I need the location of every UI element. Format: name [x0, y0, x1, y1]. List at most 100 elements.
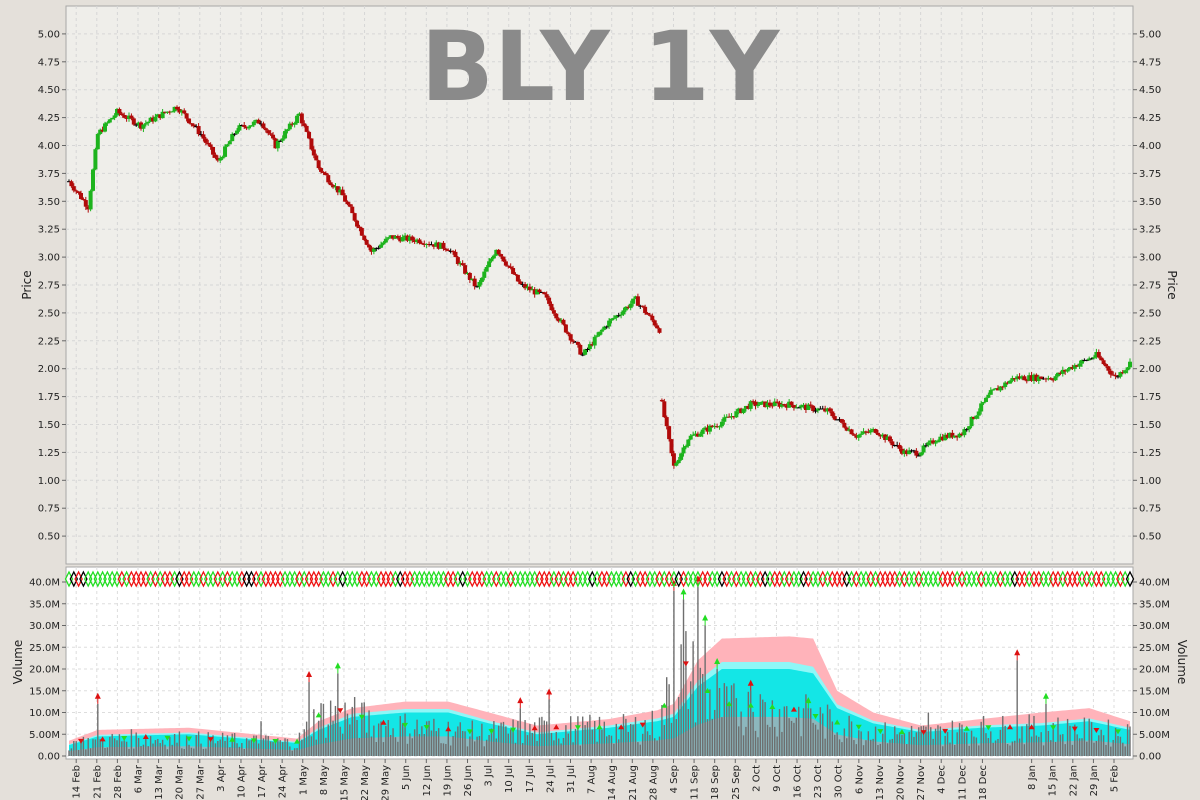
volume-marker [1006, 724, 1013, 730]
candle-body [856, 434, 861, 438]
date-tick-label: 5 Feb [1110, 765, 1121, 792]
candle-body [1096, 352, 1101, 358]
candle-body [395, 236, 400, 238]
candle-body [184, 113, 189, 119]
candle-body [638, 305, 643, 307]
candle-body [796, 407, 801, 409]
date-tick-label: 22 Jan [1068, 765, 1079, 796]
candle-body [477, 281, 482, 287]
volume-marker [488, 729, 495, 735]
volume-marker [358, 714, 365, 720]
candle-body [391, 235, 396, 239]
date-tick-label: 6 Nov [854, 765, 865, 794]
candle-body [607, 320, 612, 327]
date-tick-label: 30 Oct [834, 765, 845, 798]
candle-body [479, 277, 484, 282]
candle-body [837, 419, 842, 421]
candle-body [503, 261, 508, 266]
candle-body [585, 348, 590, 350]
volume-signal-arrow [1042, 692, 1049, 699]
candle-body [779, 404, 784, 407]
candle-body [652, 320, 657, 326]
candle-body [383, 238, 388, 243]
candle-body [127, 115, 132, 119]
candle-body [410, 236, 415, 241]
candle-body [1017, 376, 1022, 379]
candle-body [338, 189, 343, 193]
candle-body [381, 242, 386, 245]
candle-body [866, 431, 871, 433]
candle-body [988, 390, 993, 395]
candle-body [911, 450, 916, 452]
candle-body [196, 126, 201, 135]
date-tick-label: 15 Jan [1048, 765, 1059, 796]
volume-marker [445, 726, 452, 732]
volume-band-lower [69, 716, 1130, 756]
candle-body [167, 111, 172, 113]
volume-axis-left: 0.00 5.00M 10.0M 15.0M 20.0M 25.0M 30.0M 35.0M 4… [29, 578, 66, 763]
price-tick-label: 0.50 [1139, 532, 1161, 543]
candle-body [767, 402, 772, 406]
candle-body [235, 130, 240, 134]
candle-body [969, 416, 974, 427]
volume-marker [531, 725, 538, 731]
candle-body [544, 294, 549, 298]
candle-body [359, 228, 364, 236]
candle-body [482, 271, 487, 278]
candle-body [1048, 378, 1053, 380]
candle-body [844, 427, 849, 431]
candle-body [280, 138, 285, 141]
candle-body [631, 298, 636, 304]
candle-body [227, 141, 232, 145]
candle-body [88, 190, 93, 210]
candle-body [307, 131, 312, 139]
price-tick-label: 1.75 [38, 392, 60, 403]
candle-body [890, 441, 895, 446]
date-tick-label: 9 Oct [772, 765, 783, 792]
date-tick-label: 6 Mar [133, 764, 144, 793]
price-tick-label: 1.00 [1139, 476, 1161, 487]
volume-marker [790, 706, 797, 712]
candle-body [647, 314, 652, 316]
candle-body [1055, 372, 1060, 377]
candle-body [400, 237, 405, 242]
volume-marker [207, 737, 214, 743]
candle-body [220, 156, 225, 159]
candle-body [967, 426, 972, 430]
candle-body [1003, 382, 1008, 387]
date-tick-label: 27 Nov [916, 765, 927, 800]
candle-body [748, 401, 753, 409]
volume-axis-title-left: Volume [11, 640, 25, 685]
candle-body [496, 249, 501, 255]
candle-body [146, 121, 151, 124]
candle-body [700, 429, 705, 434]
volume-marker [920, 730, 927, 736]
candle-body [251, 121, 256, 126]
candle-body [208, 144, 213, 148]
candle-body [839, 419, 844, 423]
candle-body [287, 123, 292, 130]
candle-body [112, 115, 117, 118]
candle-body [933, 442, 938, 444]
price-tick-label: 3.50 [1139, 197, 1161, 208]
candle-body [938, 436, 943, 441]
date-tick-label: 18 Dec [978, 765, 989, 800]
price-tick-label: 1.25 [38, 448, 60, 459]
candle-body [331, 185, 336, 188]
candle-body [79, 192, 84, 200]
candle-body [1012, 378, 1017, 380]
candle-body [811, 405, 816, 411]
candle-body [602, 326, 607, 330]
candle-body [921, 445, 926, 453]
candle-body [297, 113, 302, 116]
volume-marker [553, 724, 560, 730]
candle-body [664, 417, 669, 427]
candle-body [470, 278, 475, 280]
candle-body [1067, 367, 1072, 370]
date-tick-label: 11 Sep [690, 765, 701, 800]
candle-body [364, 239, 369, 245]
candle-body [189, 123, 194, 125]
date-tick-label: 29 Jan [1089, 765, 1100, 796]
candle-body [1101, 360, 1106, 365]
candle-body [1015, 376, 1020, 380]
